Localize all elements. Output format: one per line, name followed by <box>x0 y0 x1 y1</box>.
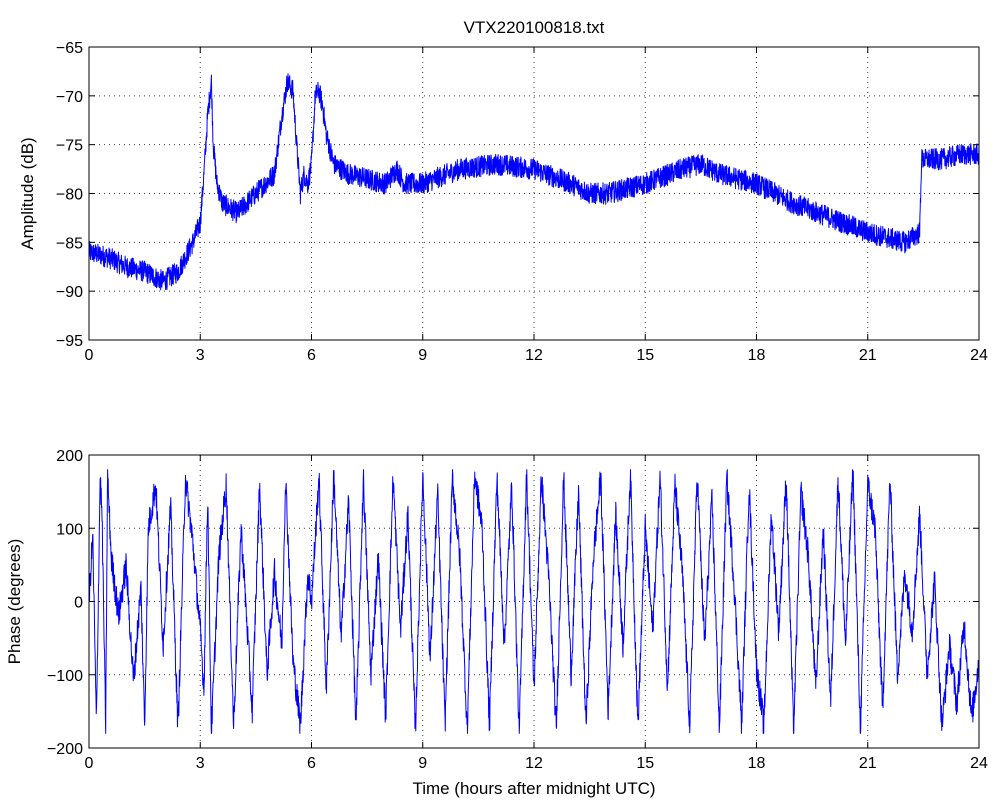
x-tick-label: 12 <box>525 347 543 364</box>
y-tick-label: −200 <box>47 741 83 758</box>
y-tick-label: −75 <box>56 138 83 155</box>
x-tick-label: 3 <box>196 755 205 772</box>
x-tick-label: 18 <box>748 347 766 364</box>
y-tick-label: 100 <box>56 521 83 538</box>
y-tick-label: −65 <box>56 40 83 57</box>
x-tick-label: 21 <box>859 755 877 772</box>
y-tick-label: −70 <box>56 89 83 106</box>
x-tick-label: 15 <box>636 347 654 364</box>
x-tick-label: 24 <box>970 347 988 364</box>
x-tick-label: 6 <box>307 755 316 772</box>
chart-title: VTX220100818.txt <box>464 18 605 37</box>
y-tick-label: −95 <box>56 333 83 350</box>
y-tick-label: −80 <box>56 187 83 204</box>
phase-panel: 0 3 6 9 12 15 18 21 24 −200 −100 0 100 200 Time (hours… <box>5 448 988 798</box>
x-tick-label: 0 <box>85 347 94 364</box>
y-tick-label: 0 <box>74 595 83 612</box>
x-tick-label: 15 <box>636 755 654 772</box>
y-tick-label: −85 <box>56 235 83 252</box>
amplitude-panel: 0 3 6 9 12 15 18 21 24 −95 −90 −85 −80 −75 −70 −65 VTX22… <box>18 18 988 364</box>
x-tick-label: 21 <box>859 347 877 364</box>
x-tick-label: 6 <box>307 347 316 364</box>
x-axis-label: Time (hours after midnight UTC) <box>412 779 655 798</box>
y-tick-label: −90 <box>56 284 83 301</box>
x-tick-label: 18 <box>748 755 766 772</box>
y-axis-label: Phase (degrees) <box>5 539 24 665</box>
x-tick-label: 9 <box>418 755 427 772</box>
x-tick-label: 12 <box>525 755 543 772</box>
x-tick-label: 3 <box>196 347 205 364</box>
x-tick-label: 9 <box>418 347 427 364</box>
x-tick-label: 24 <box>970 755 988 772</box>
x-tick-label: 0 <box>85 755 94 772</box>
y-tick-label: 200 <box>56 448 83 465</box>
y-axis-label: Amplitude (dB) <box>18 137 37 249</box>
y-tick-label: −100 <box>47 668 83 685</box>
